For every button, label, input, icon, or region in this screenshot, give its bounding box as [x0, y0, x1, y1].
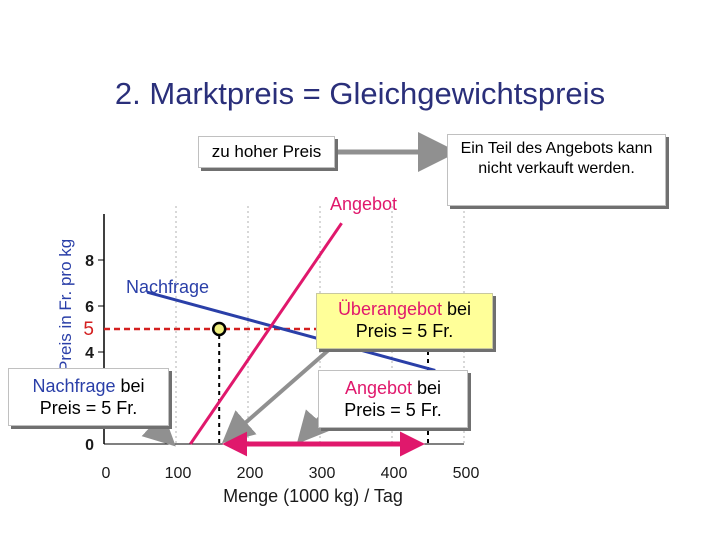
y-tick-label: 8	[85, 253, 94, 270]
slide-title: 2. Marktpreis = Gleichgewichtspreis	[114, 76, 606, 111]
x-ticks: 0 100 200 300 400 500	[102, 465, 480, 482]
y-tick-label: 6	[85, 299, 94, 316]
y-tick-label: 0	[85, 437, 94, 454]
x-tick-label: 200	[237, 465, 264, 482]
ueberangebot-word: Überangebot	[337, 299, 443, 319]
nachfrage-bei-box: Nachfrage bei Preis = 5 Fr.	[8, 368, 169, 426]
teil-angebot-box: Ein Teil des Angebots kann nicht verkauf…	[447, 134, 666, 206]
ueberangebot-line2: Preis = 5 Fr.	[355, 321, 454, 341]
nachfrage-bei-line2: Preis = 5 Fr.	[39, 398, 138, 418]
teil-angebot-text: Ein Teil des Angebots kann nicht verkauf…	[460, 140, 653, 177]
demand-curve	[146, 290, 436, 372]
x-axis-label: Menge (1000 kg) / Tag	[223, 486, 403, 506]
supply-curve-label: Angebot	[330, 194, 397, 214]
angebot-bei-line1: Angebot bei	[319, 377, 467, 399]
ueberangebot-rest: bei	[442, 299, 472, 319]
ueberangebot-box: Überangebot bei Preis = 5 Fr.	[316, 293, 493, 349]
supply-curve	[189, 222, 343, 445]
angebot-bei-box: Angebot bei Preis = 5 Fr.	[318, 370, 468, 428]
angebot-bei-rest: bei	[412, 378, 442, 398]
y-tick-label: 5	[83, 319, 94, 340]
demand-point-marker	[211, 321, 227, 337]
demand-curve-label: Nachfrage	[126, 277, 209, 297]
nachfrage-bei-line1: Nachfrage bei	[9, 375, 168, 397]
x-tick-label: 500	[453, 465, 480, 482]
zu-hoher-preis-box: zu hoher Preis	[198, 136, 335, 168]
zu-hoher-preis-text: zu hoher Preis	[211, 142, 322, 161]
angebot-bei-word: Angebot	[344, 378, 413, 398]
nachfrage-bei-rest: bei	[115, 376, 145, 396]
y-axis-label: Preis in Fr. pro kg	[56, 239, 75, 372]
x-tick-label: 0	[102, 465, 111, 482]
supply-pointer-arrow-1	[221, 338, 342, 444]
nachfrage-bei-word: Nachfrage	[32, 376, 116, 396]
x-tick-label: 300	[309, 465, 336, 482]
x-tick-label: 400	[381, 465, 408, 482]
angebot-bei-line2: Preis = 5 Fr.	[344, 400, 442, 420]
y-tick-label: 4	[85, 345, 94, 362]
x-tick-label: 100	[165, 465, 192, 482]
ueberangebot-line1: Überangebot bei	[317, 298, 492, 320]
nachfrage-arrow	[141, 412, 176, 447]
y-ticks: 0 4 5 6 8	[83, 253, 104, 454]
